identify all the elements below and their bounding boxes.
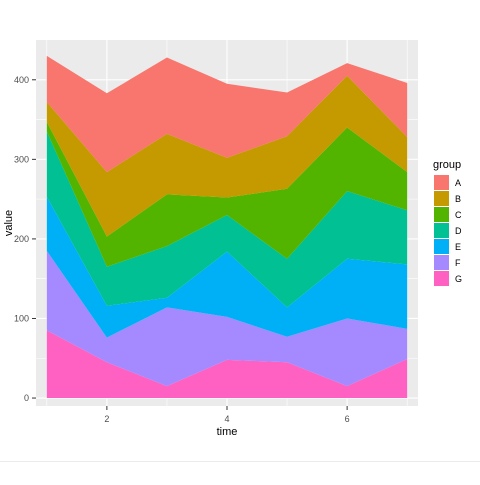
x-axis-title: time: [217, 426, 238, 438]
x-tick-label: 4: [224, 414, 229, 424]
legend-swatch-a: [434, 175, 449, 190]
y-tick-label: 100: [14, 313, 29, 323]
x-tick-label: 6: [345, 414, 350, 424]
legend-swatch-d: [434, 223, 449, 238]
area-series-g: [46, 330, 408, 399]
area-series-a: [46, 55, 408, 173]
y-tick-label: 200: [14, 234, 29, 244]
legend-swatch-c: [434, 207, 449, 222]
legend-swatch-b: [434, 191, 449, 206]
area-series-b: [46, 75, 408, 237]
area-layers: [46, 55, 408, 399]
area-series-d: [46, 131, 408, 308]
y-tick-label: 400: [14, 75, 29, 85]
legend-title: group: [433, 159, 461, 171]
legend-label-g: G: [455, 274, 462, 284]
area-series-c: [46, 121, 408, 267]
legend-swatch-e: [434, 239, 449, 254]
area-series-e: [46, 196, 408, 338]
legend-label-b: B: [455, 194, 461, 204]
legend-swatch-f: [434, 255, 449, 270]
y-axis-title: value: [3, 210, 15, 236]
legend-swatch-g: [434, 271, 449, 286]
legend-label-d: D: [455, 226, 462, 236]
page-divider: [0, 461, 480, 462]
x-axis: 2 4 6: [104, 406, 350, 424]
legend-label-e: E: [455, 242, 461, 252]
y-axis: 0 100 200 300 400: [14, 75, 36, 403]
legend-label-a: A: [455, 178, 461, 188]
legend-label-f: F: [455, 258, 461, 268]
y-tick-label: 300: [14, 154, 29, 164]
legend-label-c: C: [455, 210, 462, 220]
x-tick-label: 2: [104, 414, 109, 424]
area-series-f: [46, 250, 408, 387]
y-tick-label: 0: [24, 393, 29, 403]
